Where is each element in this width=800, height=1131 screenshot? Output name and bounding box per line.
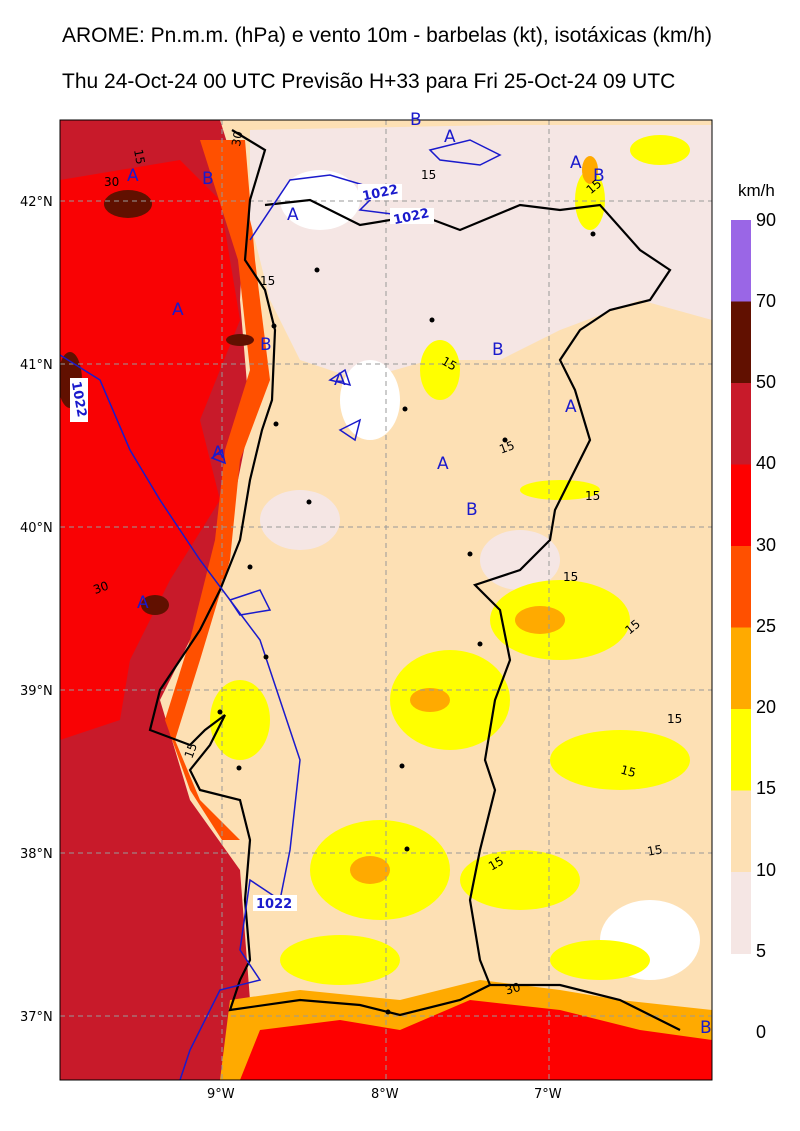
lat-tick: 42°N: [20, 195, 53, 210]
graticule: [60, 120, 712, 1080]
colorbar-band: [731, 383, 751, 465]
colorbar: [731, 220, 751, 954]
map-subtitle: Thu 24-Oct-24 00 UTC Previsão H+33 para …: [62, 70, 676, 93]
colorbar-band: [731, 464, 751, 547]
pressure-labels: 1022 1022 1022 1022: [68, 182, 434, 912]
high-center: A: [212, 443, 224, 463]
lat-tick: 38°N: [20, 847, 53, 862]
high-center: A: [137, 593, 149, 613]
low-center: B: [260, 335, 272, 355]
isotach-labels: 15 30 30 15 15 15 15 15 15 15 15 15 15 1…: [91, 130, 682, 998]
isotach-label: 15: [131, 148, 147, 165]
isotach-label: 15: [260, 274, 275, 288]
colorbar-level: 20: [756, 697, 777, 717]
high-center: A: [565, 397, 577, 417]
colorbar-band: [731, 301, 751, 384]
ocean-wind-band: [60, 160, 240, 740]
isotach-label: 30: [504, 980, 522, 997]
colorbar-band: [731, 220, 751, 302]
wind-20-25-patches: [350, 156, 598, 884]
lon-tick: 8°W: [371, 1087, 399, 1102]
colorbar-band: [731, 546, 751, 628]
colorbar-unit: km/h: [738, 181, 775, 200]
low-center: B: [202, 169, 214, 189]
colorbar-level: 30: [756, 535, 777, 555]
high-center: A: [444, 127, 456, 147]
pressure-label: 1022: [392, 206, 431, 228]
lon-tick: 7°W: [534, 1087, 562, 1102]
colorbar-level: 70: [756, 291, 777, 311]
colorbar-band: [731, 790, 751, 873]
city-markers: [217, 231, 596, 1015]
isotach-label: 15: [563, 570, 578, 584]
high-center: A: [127, 166, 139, 186]
high-center: A: [437, 454, 449, 474]
pressure-centers: A B B A A B A B A B A A B A A A B: [127, 110, 712, 1038]
lon-tick: 9°W: [207, 1087, 235, 1102]
isotach-label: 30: [229, 130, 245, 147]
isotach-label: 15: [585, 489, 600, 503]
colorbar-level: 50: [756, 372, 777, 392]
pressure-label: 1022: [361, 182, 400, 204]
isotach-label: 15: [646, 842, 663, 858]
colorbar-level: 40: [756, 453, 777, 473]
colorbar-level: 5: [756, 941, 767, 961]
isotach-label: 15: [497, 438, 516, 456]
isotach-label: 15: [667, 712, 682, 726]
pressure-label: 1022: [256, 897, 292, 912]
high-center: A: [570, 153, 582, 173]
coastline: [148, 129, 681, 1031]
pressure-label: 1022: [68, 380, 89, 418]
low-center: B: [593, 166, 605, 186]
lat-tick: 37°N: [20, 1010, 53, 1025]
colorbar-level: 90: [756, 210, 777, 230]
border-spain: [264, 198, 672, 986]
colorbar-band: [731, 709, 751, 791]
high-center: A: [172, 300, 184, 320]
map-frame: [59, 119, 713, 1081]
colorbar-level: 10: [756, 860, 777, 880]
lat-tick: 40°N: [20, 521, 53, 536]
low-center: B: [700, 1018, 712, 1038]
colorbar-band: [731, 872, 751, 954]
isotach-label: 30: [104, 175, 119, 189]
calm-zone: [260, 490, 340, 550]
low-center: B: [492, 340, 504, 360]
coastal-wind-orange: [165, 140, 270, 840]
isotach-label: 15: [421, 168, 436, 182]
low-center: B: [466, 500, 478, 520]
calm-zone: [340, 360, 400, 440]
isotach-label: 15: [182, 741, 200, 760]
maroon-patch: [104, 190, 152, 218]
colorbar-level: 15: [756, 778, 777, 798]
lat-tick: 41°N: [20, 358, 53, 373]
map-title: AROME: Pn.m.m. (hPa) e vento 10m - barbe…: [62, 24, 713, 47]
high-center: A: [287, 205, 299, 225]
maroon-patch: [226, 334, 254, 346]
high-center: A: [334, 370, 346, 390]
colorbar-band: [731, 627, 751, 710]
colorbar-level: 0: [756, 1022, 767, 1042]
calm-zone: [480, 530, 560, 590]
isotach-label: 15: [619, 763, 637, 780]
isotach-label: 15: [439, 354, 459, 374]
south-wind-red: [240, 1000, 712, 1080]
isotach-label: 15: [486, 854, 506, 874]
low-center: B: [410, 110, 422, 130]
isotach-label: 30: [91, 579, 110, 597]
maroon-patch: [141, 595, 169, 615]
colorbar-level: 25: [756, 616, 777, 636]
lat-tick: 39°N: [20, 684, 53, 699]
